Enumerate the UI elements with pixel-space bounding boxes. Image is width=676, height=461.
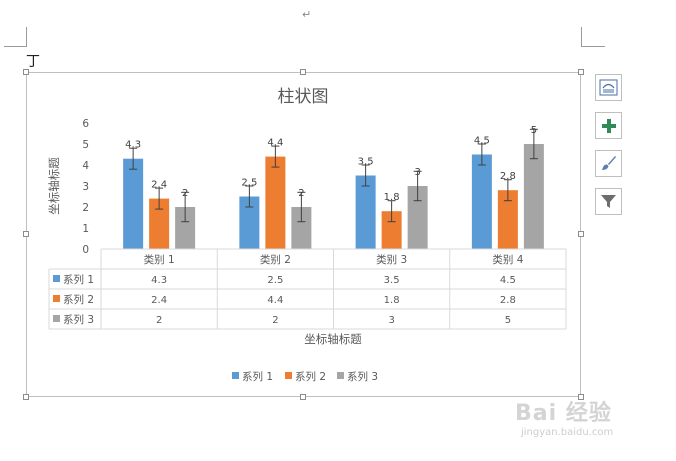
x-axis-title[interactable]: 坐标轴标题 [304,332,362,346]
bar[interactable] [355,175,376,250]
table-series-key [53,275,60,282]
bar[interactable] [407,186,428,249]
crop-mark-right-h [581,46,605,47]
table-cell: 2 [156,315,162,326]
watermark-sub: jingyan.baidu.com [521,427,614,438]
bar[interactable] [471,154,492,250]
resize-handle-bm[interactable] [300,394,306,400]
chart-elements-button[interactable] [595,112,622,139]
y-tick-label: 1 [82,223,89,235]
brush-icon [602,156,616,170]
legend-key[interactable] [285,372,292,379]
layout-icon [599,79,618,96]
data-label: 4.5 [474,136,490,147]
resize-handle-tm[interactable] [300,69,306,75]
chart-filters-button[interactable] [595,188,622,215]
legend-label[interactable]: 系列 1 [242,370,273,383]
table-cell: 5 [505,315,511,326]
bar[interactable] [265,156,286,249]
legend-key[interactable] [337,372,344,379]
table-cell: 2 [272,315,278,326]
resize-handle-bl[interactable] [23,394,29,400]
table-cell: 2.8 [500,295,516,306]
table-series-key [53,315,60,322]
bar[interactable] [123,158,144,249]
table-series-name: 系列 2 [63,293,94,306]
table-cell: 2.5 [267,275,283,286]
watermark-main: Bai 经验 [515,401,612,426]
table-series-name: 系列 1 [63,273,94,286]
data-label: 3.5 [358,157,374,168]
data-label: 2 [298,188,304,199]
resize-handle-ml[interactable] [23,231,29,237]
x-category-label: 类别 3 [376,253,407,266]
bar[interactable] [381,211,402,249]
text-cursor: 丁 [26,54,40,70]
x-category-label: 类别 4 [492,253,523,266]
y-tick-label: 4 [82,160,89,172]
table-cell: 3.5 [384,275,400,286]
resize-handle-tl[interactable] [23,69,29,75]
bar[interactable] [523,144,544,249]
data-label: 4.4 [267,138,283,149]
table-cell: 4.3 [151,275,167,286]
chart-styles-brush-button[interactable] [595,150,622,177]
resize-handle-br[interactable] [578,394,584,400]
chart-title[interactable]: 柱状图 [278,87,329,107]
y-tick-label: 2 [82,202,89,214]
data-label: 2 [182,188,188,199]
resize-handle-mr[interactable] [578,231,584,237]
bar[interactable] [239,196,260,250]
bar[interactable] [497,190,518,249]
watermark: Bai 经验 jingyan.baidu.com [515,393,675,443]
table-cell: 3 [388,315,394,326]
data-label: 1.8 [384,192,400,203]
resize-handle-tr[interactable] [578,69,584,75]
table-cell: 2.4 [151,295,167,306]
filter-icon [601,195,616,208]
y-tick-label: 6 [82,118,89,130]
crop-mark-right-v [581,27,582,47]
bar[interactable] [291,207,312,249]
table-series-name: 系列 3 [63,313,94,326]
table-cell: 1.8 [384,295,400,306]
data-label: 2.5 [241,178,257,189]
legend-label[interactable]: 系列 3 [347,370,378,383]
y-tick-label: 3 [82,181,89,193]
bar[interactable] [149,198,170,249]
data-label: 5 [531,125,537,136]
x-category-label: 类别 2 [260,253,291,266]
table-cell: 4.4 [267,295,283,306]
plus-icon [601,118,616,133]
table-cell: 4.5 [500,275,516,286]
data-label: 3 [414,167,420,178]
y-axis-title[interactable]: 坐标轴标题 [47,157,61,215]
legend-key[interactable] [232,372,239,379]
y-tick-label: 5 [82,139,89,151]
table-series-key [53,295,60,302]
crop-mark-left-v [26,27,27,47]
crop-mark-left-h [4,46,27,47]
data-label: 4.3 [125,140,141,151]
data-label: 2.8 [500,171,516,182]
y-tick-label: 0 [82,244,89,256]
chart-styles-button[interactable] [595,74,622,101]
x-category-label: 类别 1 [144,253,175,266]
data-label: 2.4 [151,180,167,191]
legend-label[interactable]: 系列 2 [295,370,326,383]
paragraph-mark: ↵ [302,8,312,21]
bar[interactable] [175,207,196,249]
